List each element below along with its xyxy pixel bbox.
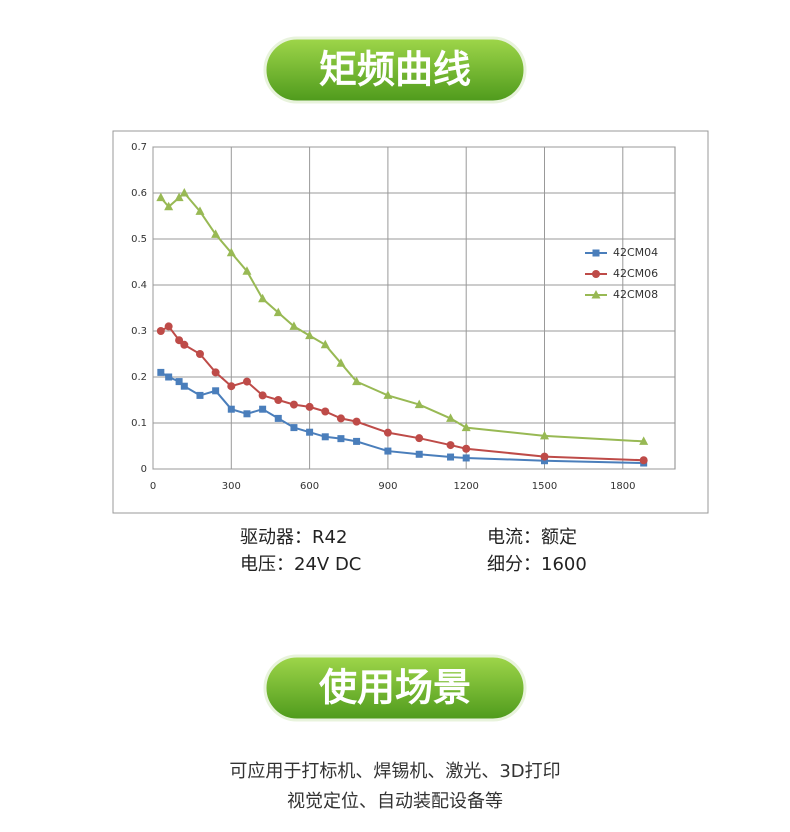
x-tick-label: 1800 [610, 481, 635, 492]
header-title: 矩频曲线 [319, 48, 471, 92]
marker [290, 424, 298, 432]
marker [258, 293, 268, 303]
legend-label: 42CM06 [613, 267, 658, 280]
marker [591, 290, 601, 299]
marker [165, 373, 173, 381]
spec-text: 电压：24V DC [240, 554, 361, 575]
marker [273, 307, 283, 317]
marker [258, 391, 267, 400]
marker [446, 413, 456, 422]
marker [289, 400, 298, 409]
marker [540, 452, 549, 461]
y-tick-label: 0.2 [131, 372, 147, 383]
marker [321, 433, 329, 441]
y-tick-label: 0.4 [131, 280, 147, 291]
marker [175, 336, 184, 345]
marker [212, 387, 220, 395]
marker [196, 391, 204, 399]
marker [156, 192, 166, 202]
marker [274, 396, 283, 404]
marker [321, 407, 330, 416]
marker [352, 376, 362, 386]
marker [592, 249, 600, 257]
marker [226, 247, 236, 257]
marker [164, 322, 173, 331]
marker [462, 444, 471, 453]
marker [242, 377, 251, 386]
marker [180, 382, 188, 390]
marker [156, 327, 165, 335]
header-pill [263, 654, 527, 722]
marker [462, 454, 470, 462]
marker [336, 414, 345, 423]
marker [243, 410, 251, 418]
marker [195, 350, 204, 358]
marker [320, 339, 330, 349]
marker [461, 422, 471, 432]
marker [211, 368, 220, 377]
marker [592, 270, 600, 278]
marker [383, 390, 393, 399]
spec-text: 电流：额定 [487, 527, 577, 548]
marker [211, 229, 221, 238]
legend-label: 42CM08 [613, 288, 658, 301]
marker [337, 435, 345, 443]
marker [274, 414, 282, 422]
marker [415, 434, 424, 443]
description: 可应用于打标机、焊锡机、激光、3D打印 [229, 761, 560, 782]
marker [414, 399, 424, 409]
marker [227, 382, 236, 391]
marker [415, 450, 423, 458]
marker [157, 368, 165, 376]
marker [353, 437, 361, 445]
marker [227, 405, 235, 413]
x-tick-label: 0 [150, 481, 156, 492]
marker [384, 447, 392, 455]
marker [164, 201, 174, 211]
header-title: 使用场景 [319, 666, 471, 710]
y-tick-label: 0.3 [131, 326, 147, 337]
y-tick-label: 0.5 [131, 234, 147, 245]
marker [352, 417, 361, 426]
marker [541, 457, 548, 465]
x-tick-label: 1500 [532, 481, 557, 492]
x-tick-label: 1200 [453, 481, 478, 492]
y-tick-label: 0.7 [131, 142, 147, 153]
description: 视觉定位、自动装配设备等 [287, 791, 503, 812]
y-tick-label: 0 [141, 464, 147, 475]
x-tick-label: 600 [300, 481, 319, 492]
marker [305, 330, 315, 340]
marker [383, 428, 392, 437]
legend-label: 42CM04 [613, 246, 658, 259]
x-tick-label: 300 [222, 481, 241, 492]
marker [446, 441, 455, 450]
marker [289, 321, 299, 330]
marker [639, 436, 649, 445]
marker [305, 402, 314, 411]
y-tick-label: 0.1 [131, 418, 147, 429]
marker [540, 430, 549, 440]
marker [174, 192, 184, 202]
marker [336, 358, 346, 367]
y-tick-label: 0.6 [131, 188, 147, 199]
marker [639, 456, 648, 465]
marker [306, 428, 314, 436]
marker [179, 188, 189, 197]
spec-text: 细分：1600 [487, 554, 587, 575]
x-tick-label: 900 [378, 481, 397, 492]
marker [242, 266, 252, 275]
marker [180, 340, 189, 349]
spec-text: 驱动器：R42 [240, 527, 347, 548]
header-pill [263, 36, 527, 104]
chart-frame [112, 130, 709, 514]
marker [447, 453, 455, 461]
marker [259, 405, 267, 413]
marker [175, 378, 183, 386]
marker [195, 206, 205, 215]
